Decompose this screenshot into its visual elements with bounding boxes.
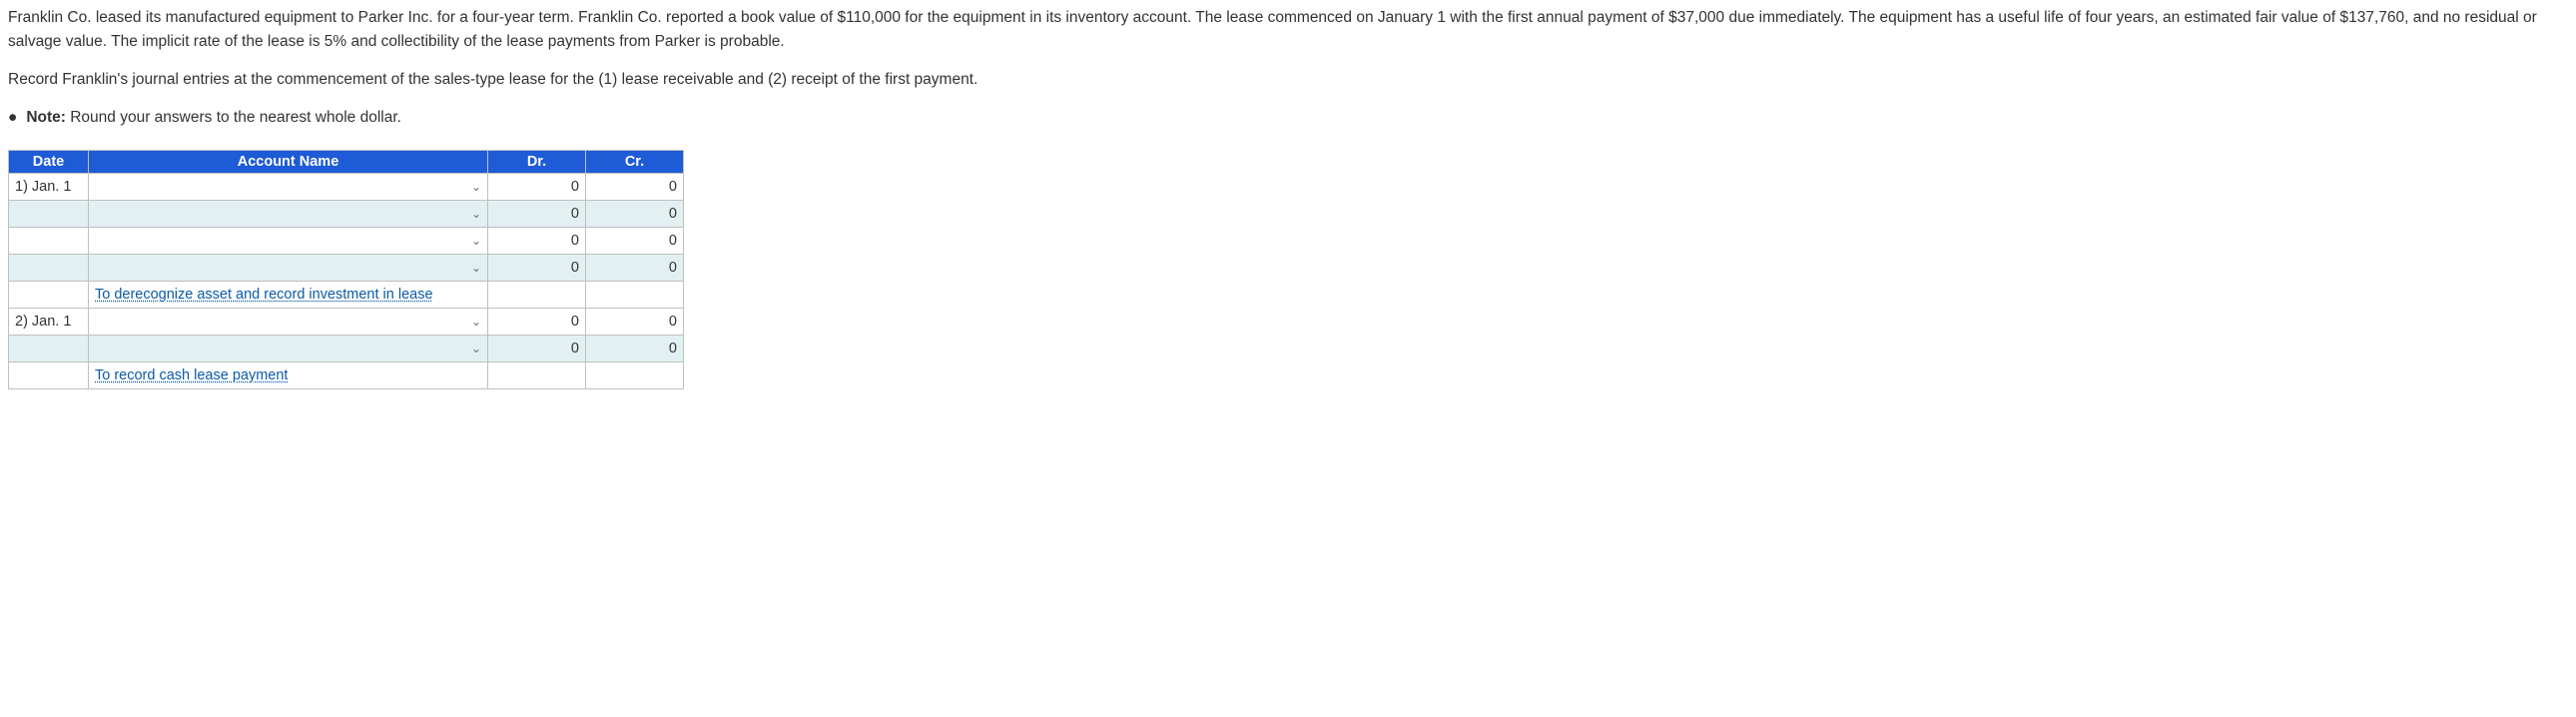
credit-input[interactable]: 0 [586,255,684,282]
credit-input [586,362,684,389]
table-row: 2) Jan. 1 ⌄ 00 [9,309,684,336]
table-row: ⌄ 00 [9,228,684,255]
account-select[interactable]: ⌄ [89,228,488,255]
date-cell [9,228,89,255]
problem-paragraph-1: Franklin Co. leased its manufactured equ… [8,6,2568,54]
account-select[interactable]: ⌄ [89,336,488,362]
table-row: ⌄ 00 [9,255,684,282]
credit-input[interactable]: 0 [586,336,684,362]
debit-input[interactable]: 0 [488,174,586,201]
debit-input[interactable]: 0 [488,336,586,362]
date-cell [9,255,89,282]
date-cell: 1) Jan. 1 [9,174,89,201]
note-text: Round your answers to the nearest whole … [66,109,401,126]
chevron-down-icon: ⌄ [471,342,481,356]
table-row: 1) Jan. 1 ⌄ 00 [9,174,684,201]
chevron-down-icon: ⌄ [471,234,481,248]
chevron-down-icon: ⌄ [471,180,481,194]
account-select[interactable]: ⌄ [89,309,488,336]
date-cell [9,282,89,309]
journal-entry-table: Date Account Name Dr. Cr. 1) Jan. 1⌄00⌄0… [8,150,684,389]
debit-input[interactable]: 0 [488,201,586,228]
credit-input[interactable]: 0 [586,201,684,228]
bullet-icon: ● [8,106,22,130]
chevron-down-icon: ⌄ [471,261,481,275]
problem-paragraph-2: Record Franklin's journal entries at the… [8,68,2568,92]
note-label: Note: [26,109,66,126]
date-cell: 2) Jan. 1 [9,309,89,336]
date-cell [9,362,89,389]
date-cell [9,336,89,362]
debit-input[interactable]: 0 [488,255,586,282]
account-select[interactable]: ⌄ [89,255,488,282]
col-header-account: Account Name [89,151,488,174]
table-row: To derecognize asset and record investme… [9,282,684,309]
memo-cell: To record cash lease payment [89,362,488,389]
account-select[interactable]: ⌄ [89,201,488,228]
col-header-dr: Dr. [488,151,586,174]
chevron-down-icon: ⌄ [471,207,481,221]
credit-input[interactable]: 0 [586,228,684,255]
col-header-cr: Cr. [586,151,684,174]
note-line: ● Note: Round your answers to the neares… [8,106,2568,130]
account-select[interactable]: ⌄ [89,174,488,201]
memo-text: To derecognize asset and record investme… [95,287,433,303]
credit-input[interactable]: 0 [586,309,684,336]
memo-cell: To derecognize asset and record investme… [89,282,488,309]
credit-input [586,282,684,309]
col-header-date: Date [9,151,89,174]
debit-input [488,362,586,389]
debit-input[interactable]: 0 [488,228,586,255]
chevron-down-icon: ⌄ [471,315,481,329]
table-row: ⌄ 00 [9,336,684,362]
debit-input [488,282,586,309]
debit-input[interactable]: 0 [488,309,586,336]
memo-text: To record cash lease payment [95,367,288,383]
table-row: To record cash lease payment [9,362,684,389]
table-row: ⌄ 00 [9,201,684,228]
date-cell [9,201,89,228]
credit-input[interactable]: 0 [586,174,684,201]
